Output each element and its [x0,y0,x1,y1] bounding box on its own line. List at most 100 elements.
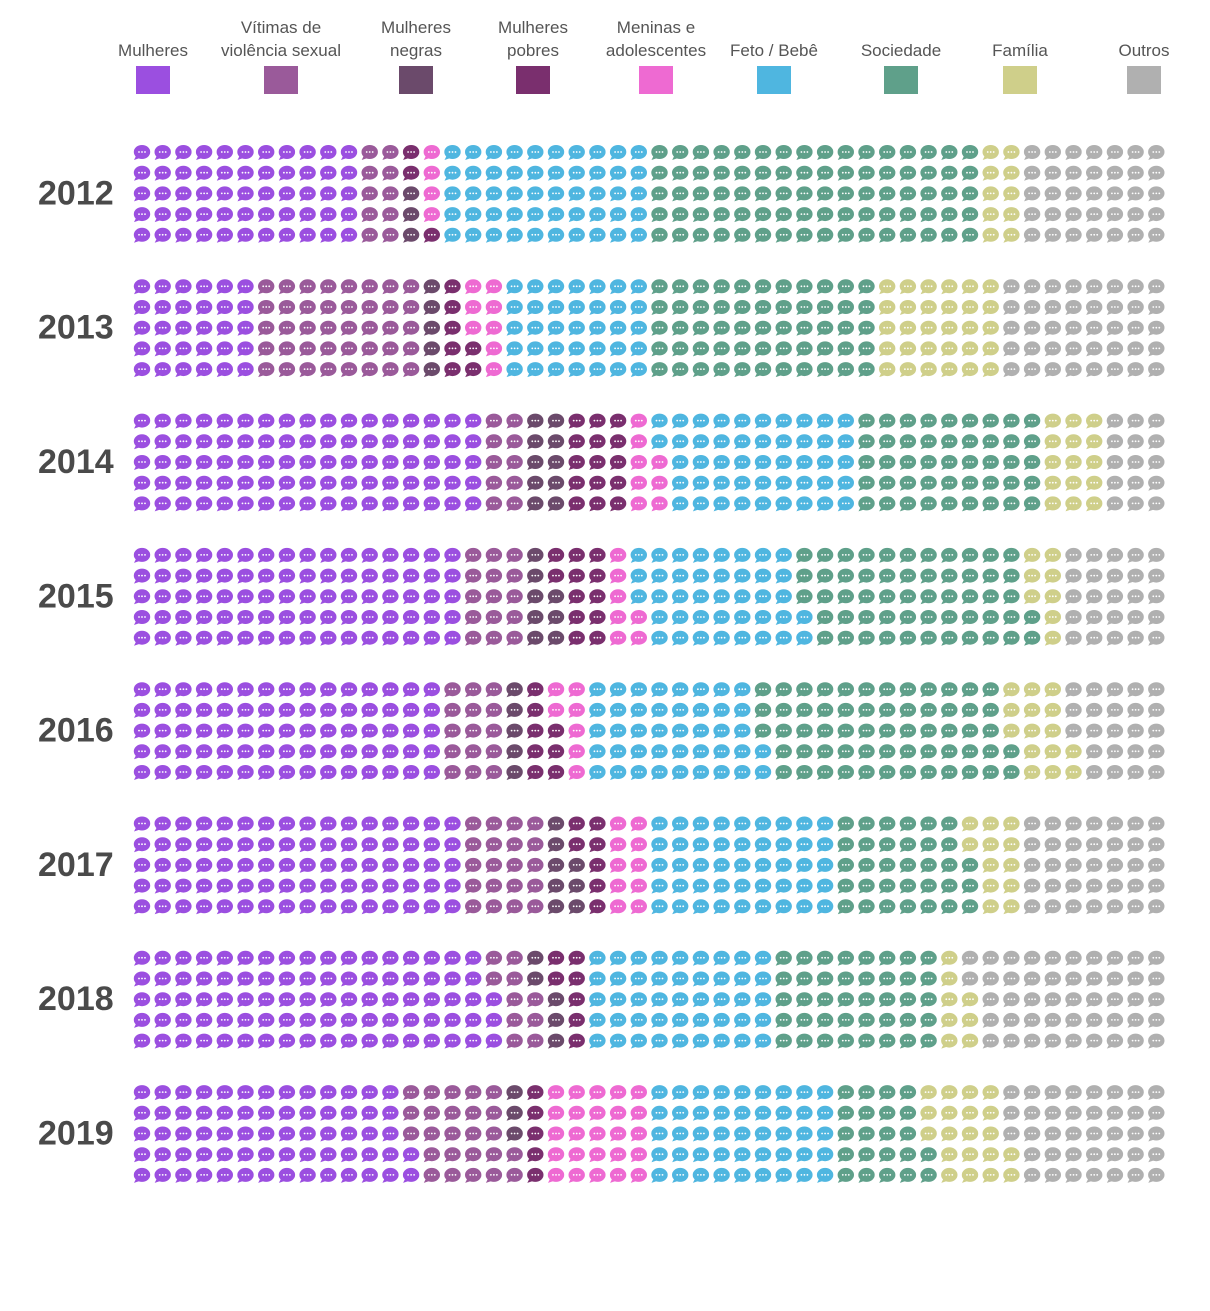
dot [283,151,285,153]
bubble-tail [672,176,679,181]
dot [723,171,726,174]
dot [951,151,954,153]
bubble-tail [506,156,513,160]
dot [448,306,451,308]
dot [723,213,726,216]
dot [924,171,927,174]
waffle-icon [506,413,523,429]
dot [904,368,906,370]
dot [806,502,809,505]
dot [286,461,288,463]
dot [806,368,809,370]
dot [327,481,330,484]
dot [427,285,430,288]
dot [433,285,436,288]
dot [185,151,188,153]
waffle-icon [982,165,999,181]
waffle-icon [879,279,896,295]
dot [262,502,265,505]
dot [992,151,995,153]
dot [910,213,912,216]
dot [679,481,682,484]
dot [262,151,265,153]
waffle-icon [361,145,378,160]
waffle-icon [444,630,461,646]
waffle-icon [195,630,213,646]
waffle-icon [237,300,254,315]
dot [572,368,575,370]
dot [262,233,265,236]
dot [575,440,578,443]
dot [348,419,350,422]
waffle-icon [1106,362,1124,378]
dot [1090,306,1093,308]
dot [889,151,892,153]
dot [700,192,702,195]
dot [824,213,826,216]
dot [164,368,167,370]
dot [427,326,430,329]
dot [226,306,229,308]
dot [265,419,268,422]
dot [1096,192,1099,195]
waffle-icon [1065,362,1082,378]
waffle-icon [568,279,585,295]
dot [1054,151,1057,153]
waffle-icon [340,279,358,295]
dot [634,326,637,329]
dot [640,502,643,505]
dot [392,461,395,463]
dot [1013,192,1016,195]
dot [454,192,457,195]
waffle-icon [444,568,461,584]
dot [371,326,374,329]
dot [868,306,871,308]
dot [969,419,971,422]
dot [703,285,705,288]
waffle-icon [1044,186,1062,202]
dot [371,233,374,236]
waffle-icon [1127,300,1144,315]
dot [493,213,495,216]
dot [1034,481,1036,484]
bubble-tail [485,238,492,243]
waffle-icon [423,165,440,181]
dot [596,419,599,422]
dot [1137,306,1140,308]
dot [821,502,823,505]
waffle-icon [775,300,792,315]
dot [345,461,347,463]
dot [427,419,430,422]
dot [572,192,575,195]
waffle-icon [713,165,730,181]
dot [930,368,933,370]
dot [368,440,371,443]
dot [200,461,203,463]
waffle-icon [444,434,461,450]
dot [265,554,268,556]
waffle-icon [982,145,999,160]
dot [930,151,933,153]
dot [865,326,868,329]
dot [289,554,291,556]
dot [1131,461,1134,463]
dot [220,554,223,556]
dot [827,481,829,484]
dot [1117,151,1119,153]
dot [179,616,182,618]
waffle-icon [589,145,606,160]
dot [1054,502,1057,505]
dot [1028,326,1030,329]
dot [989,306,992,308]
dot [741,192,744,195]
waffle-icon [1023,186,1041,202]
dot [765,419,767,422]
dot [1010,171,1013,174]
dot [555,461,557,463]
dot [1031,171,1033,174]
waffle-icon [713,341,730,357]
dot [948,419,951,422]
dot [679,213,682,216]
dot [448,440,451,443]
dot [138,616,140,618]
